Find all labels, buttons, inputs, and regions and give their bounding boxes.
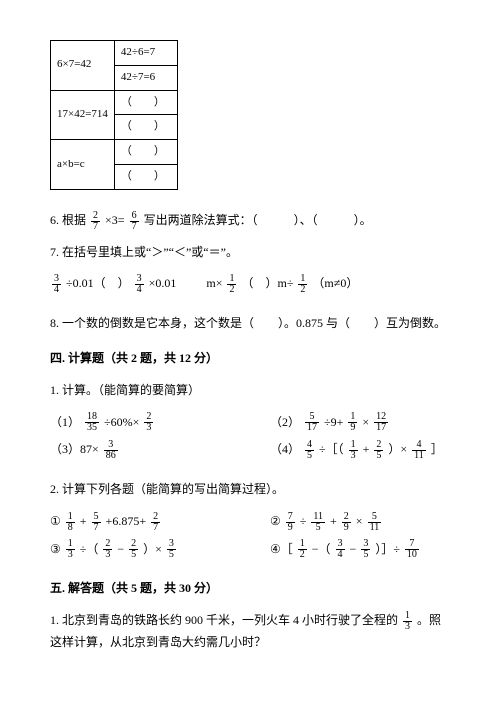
q6-mid2: 写出两道除法算式：（ ）、（ ）。 <box>144 213 372 227</box>
s4-c1: （1） 1835 ÷60%× 23 <box>50 412 230 434</box>
cell-r2c2: 42÷7=6 <box>114 65 177 90</box>
cell-r4c2: （ ） <box>114 115 177 140</box>
s4-d-row1: ① 18 + 57 +6.875+ 27 ② 79 ÷ 115 + 29 × 5… <box>50 511 450 533</box>
q6-mid1: ×3= <box>105 213 125 227</box>
s4-d4: ④［ 12 −（ 34 − 35 ）］÷ 710 <box>270 539 450 561</box>
s5-q1a: 1. 北京到青岛的铁路长约 900 千米，一列火车 4 小时行驶了全程的 <box>50 613 398 627</box>
s4-calc-row2: （3）87× 386 （4） 45 ÷［（ 13 + 25 ）× 411 ］ <box>50 439 450 461</box>
s4-c3: （3）87× 386 <box>50 439 230 461</box>
s4-p1: 1. 计算。（能简算的要简算） <box>50 380 450 402</box>
cell-r5c2: （ ） <box>114 140 177 165</box>
q6-frac2: 67 <box>130 211 139 232</box>
s4-d2: ② 79 ÷ 115 + 29 × 511 <box>270 511 450 533</box>
s4-c4: （4） 45 ÷［（ 13 + 25 ）× 411 ］ <box>270 439 450 461</box>
question-6: 6. 根据 27 ×3= 67 写出两道除法算式：（ ）、（ ）。 <box>50 210 450 232</box>
cell-r1c2: 42÷6=7 <box>114 41 177 66</box>
cell-r1c1: 6×7=42 <box>51 41 115 91</box>
cell-r3c1: 17×42=714 <box>51 90 115 140</box>
s4-calc-row1: （1） 1835 ÷60%× 23 （2） 517 ÷9+ 19 × 1217 <box>50 412 450 434</box>
section-4-heading: 四. 计算题（共 2 题，共 12 分） <box>50 348 450 370</box>
q6-prefix: 6. 根据 <box>50 213 86 227</box>
s4-c2: （2） 517 ÷9+ 19 × 1217 <box>270 412 450 434</box>
s4-p2: 2. 计算下列各题（能简算的写出简算过程）。 <box>50 479 450 501</box>
question-8: 8. 一个数的倒数是它本身，这个数是（ ）。0.875 与（ ）互为倒数。 <box>50 313 450 335</box>
q7-expr2: m× 12 （ ）m÷ 12 （m≠0） <box>206 273 358 295</box>
cell-r5c1: a×b=c <box>51 140 115 190</box>
q7-expr1: 34 ÷0.01（ ） 34 ×0.01 <box>50 273 176 295</box>
s5-q1-frac: 13 <box>403 611 412 632</box>
cell-r3c2: （ ） <box>114 90 177 115</box>
s4-d1: ① 18 + 57 +6.875+ 27 <box>50 511 230 533</box>
question-7-exprs: 34 ÷0.01（ ） 34 ×0.01 m× 12 （ ）m÷ 12 （m≠0… <box>50 273 450 295</box>
question-7-title: 7. 在括号里填上或“＞”“＜”或“＝”。 <box>50 242 450 264</box>
s4-d-row2: ③ 13 ÷（ 23 − 25 ）× 35 ④［ 12 −（ 34 − 35 ）… <box>50 539 450 561</box>
s5-q1: 1. 北京到青岛的铁路长约 900 千米，一列火车 4 小时行驶了全程的 13 … <box>50 610 450 653</box>
multiplication-table: 6×7=42 42÷6=7 42÷7=6 17×42=714 （ ） （ ） a… <box>50 40 178 190</box>
s4-d3: ③ 13 ÷（ 23 − 25 ）× 35 <box>50 539 230 561</box>
q6-frac1: 27 <box>91 211 100 232</box>
cell-r6c2: （ ） <box>114 164 177 189</box>
section-5-heading: 五. 解答题（共 5 题，共 30 分） <box>50 578 450 600</box>
